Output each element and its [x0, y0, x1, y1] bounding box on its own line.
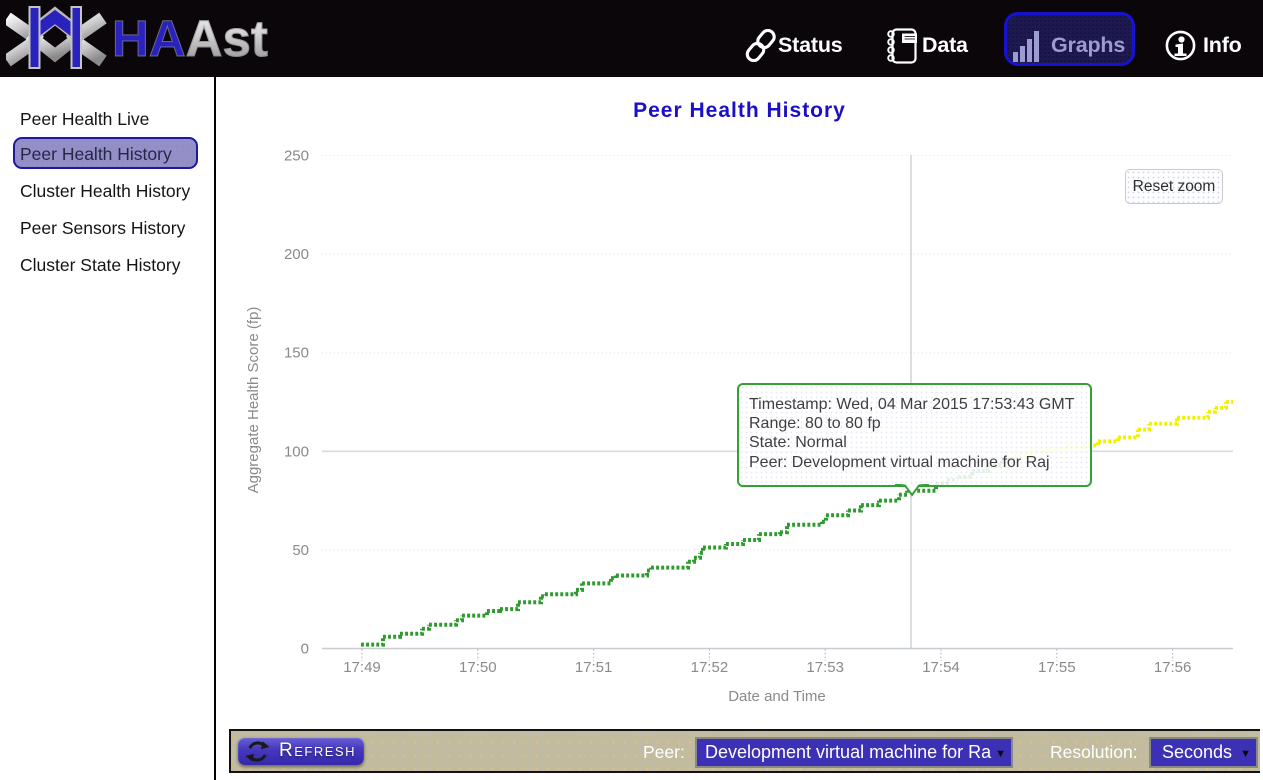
svg-text:100: 100 [284, 443, 309, 460]
svg-text:200: 200 [284, 246, 309, 263]
svg-text:250: 250 [284, 148, 309, 165]
svg-text:50: 50 [292, 542, 309, 559]
svg-text:17:55: 17:55 [1038, 659, 1076, 676]
svg-text:0: 0 [301, 641, 309, 658]
svg-text:17:54: 17:54 [922, 659, 960, 676]
svg-text:Aggregate Health Score (fp): Aggregate Health Score (fp) [245, 307, 262, 494]
svg-text:17:49: 17:49 [343, 659, 381, 676]
svg-text:150: 150 [284, 345, 309, 362]
svg-text:17:51: 17:51 [575, 659, 613, 676]
svg-text:17:53: 17:53 [806, 659, 844, 676]
svg-text:17:52: 17:52 [691, 659, 729, 676]
svg-text:Date and Time: Date and Time [728, 688, 826, 705]
svg-text:17:56: 17:56 [1154, 659, 1192, 676]
svg-text:17:50: 17:50 [459, 659, 497, 676]
